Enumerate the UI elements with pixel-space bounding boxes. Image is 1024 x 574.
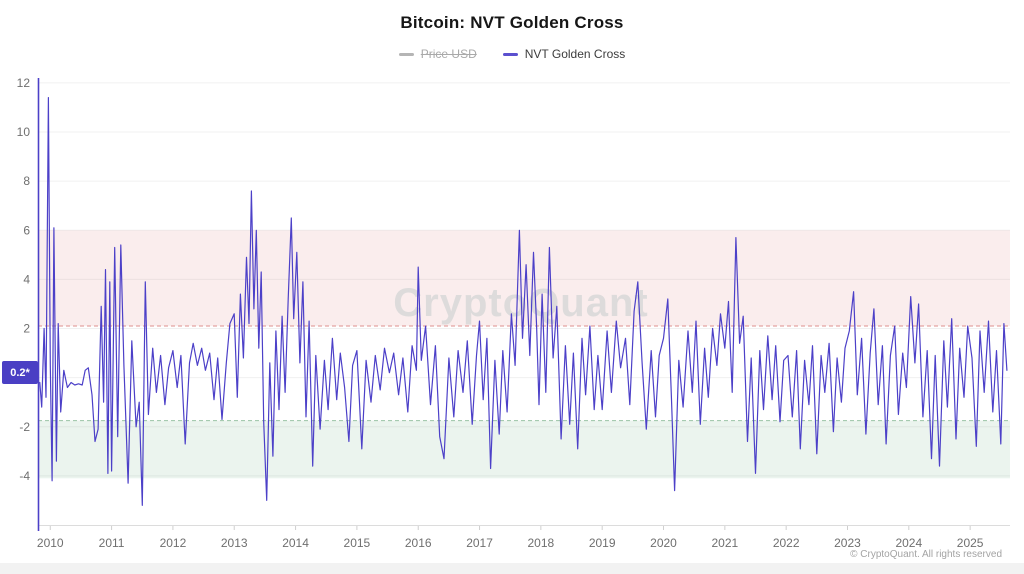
x-tick-label: 2018 <box>528 536 555 550</box>
price-usd-series-dash-icon <box>398 52 414 56</box>
x-tick-label: 2016 <box>405 536 432 550</box>
y-tick-label: 12 <box>17 76 31 90</box>
x-tick-label: 2012 <box>160 536 187 550</box>
copyright-notice: © CryptoQuant. All rights reserved <box>850 549 1002 560</box>
y-tick-label: 10 <box>17 125 31 139</box>
legend-item-nvt-golden-cross[interactable]: NVT Golden Cross <box>502 47 626 61</box>
y-tick-label: 6 <box>23 223 30 237</box>
y-tick-label: 2 <box>23 322 30 336</box>
legend: Price USD NVT Golden Cross <box>0 47 1024 61</box>
x-tick-label: 2021 <box>711 536 738 550</box>
legend-label-price-usd: Price USD <box>420 47 477 61</box>
footer-strip <box>0 563 1024 574</box>
x-tick-label: 2022 <box>773 536 800 550</box>
nvt-series-dash-icon <box>502 52 518 56</box>
y-tick-label: -4 <box>19 469 30 483</box>
y-tick-label: -2 <box>19 420 30 434</box>
chart-series-layer <box>39 96 1008 506</box>
x-tick-label: 2010 <box>37 536 64 550</box>
y-axis-current-value-badge: 0.2* <box>2 361 38 384</box>
x-tick-label: 2019 <box>589 536 616 550</box>
x-tick-label: 2011 <box>99 536 125 550</box>
legend-item-price-usd[interactable]: Price USD <box>398 47 477 61</box>
legend-label-nvt-golden-cross: NVT Golden Cross <box>524 47 626 61</box>
undervalued-zone-band <box>38 420 1010 479</box>
x-tick-label: 2023 <box>834 536 861 550</box>
x-tick-label: 2025 <box>957 536 984 550</box>
x-tick-label: 2014 <box>282 536 309 550</box>
nvt-golden-cross-line <box>39 96 1008 506</box>
x-tick-label: 2013 <box>221 536 248 550</box>
x-tick-label: 2024 <box>895 536 922 550</box>
x-tick-label: 2017 <box>466 536 493 550</box>
y-tick-label: 4 <box>23 272 30 286</box>
page-title: Bitcoin: NVT Golden Cross <box>400 13 624 32</box>
x-tick-label: 2015 <box>344 536 371 550</box>
y-tick-label: 8 <box>23 174 30 188</box>
x-tick-label: 2020 <box>650 536 677 550</box>
